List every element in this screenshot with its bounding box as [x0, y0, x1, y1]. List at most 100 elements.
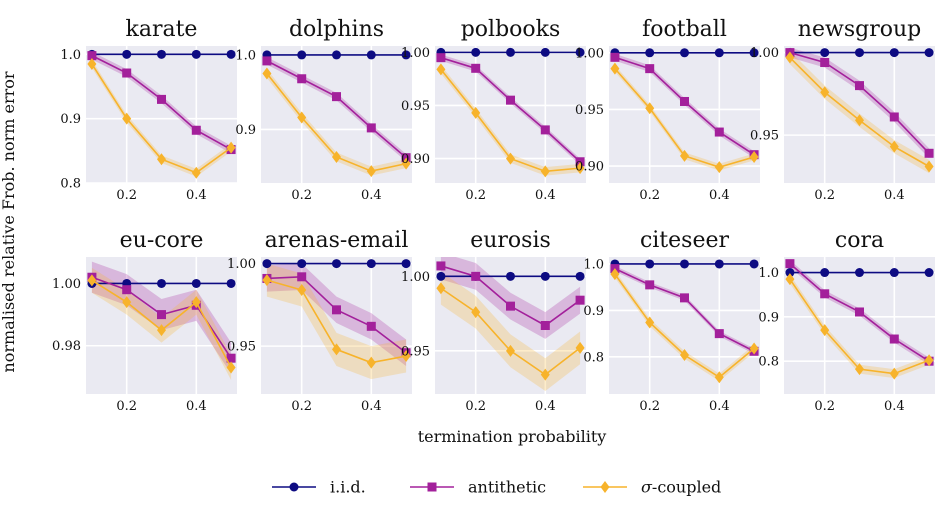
- y-tick-label: 1.00: [750, 46, 779, 61]
- point-coupled: [191, 296, 201, 309]
- y-tick-label: 0.95: [401, 99, 430, 114]
- band-coupled: [91, 267, 232, 380]
- x-tick-label: 0.4: [884, 188, 905, 203]
- point-antithetic: [262, 56, 272, 66]
- y-tick-label: 1.0: [583, 257, 604, 272]
- point-i-i-d: [332, 259, 341, 269]
- point-antithetic: [157, 310, 166, 320]
- panel-eu-core: 0.2 0.4 1.00 0.98 eu-core: [52, 228, 237, 414]
- point-antithetic: [680, 96, 689, 106]
- panel-title: eurosis: [470, 228, 551, 253]
- band-coupled: [614, 65, 755, 171]
- point-coupled: [889, 140, 899, 153]
- y-tick-label: 0.9: [235, 123, 256, 138]
- point-i-i-d: [749, 48, 759, 58]
- x-tick-label: 0.2: [814, 399, 835, 414]
- point-antithetic: [297, 74, 307, 84]
- x-tick-label: 0.2: [814, 188, 835, 203]
- x-tick-label: 0.4: [884, 399, 905, 414]
- x-tick-label: 0.4: [709, 188, 730, 203]
- y-tick-label: 0.90: [575, 160, 604, 175]
- point-antithetic: [226, 353, 236, 363]
- band-coupled: [789, 274, 930, 379]
- point-antithetic: [471, 63, 481, 73]
- panel-title: arenas-email: [265, 228, 409, 253]
- x-tick-label: 0.4: [361, 188, 382, 203]
- point-antithetic: [714, 127, 724, 137]
- point-coupled: [506, 344, 515, 357]
- y-tick-label: 0.8: [60, 177, 81, 192]
- panel-polbooks: 0.2 0.4 1.00 0.95 0.90 polbooks: [401, 17, 586, 203]
- point-i-i-d: [506, 47, 515, 57]
- legend-marker-antithetic: [427, 482, 437, 492]
- y-tick-label: 1.0: [235, 48, 256, 63]
- point-coupled: [645, 102, 655, 115]
- panel-title: eu-core: [120, 228, 204, 253]
- point-antithetic: [645, 280, 655, 290]
- panel-football: 0.2 0.4 1.00 0.95 0.90 football: [575, 17, 760, 203]
- point-coupled: [401, 157, 411, 170]
- point-i-i-d: [575, 271, 585, 281]
- panel-dolphins: 0.2 0.4 1.0 0.9 dolphins: [235, 17, 412, 203]
- point-antithetic: [680, 293, 689, 303]
- point-i-i-d: [820, 268, 830, 278]
- y-tick-label: 0.98: [52, 339, 81, 354]
- point-coupled: [506, 152, 515, 165]
- point-i-i-d: [680, 259, 689, 269]
- point-antithetic: [610, 52, 620, 62]
- point-coupled: [122, 112, 132, 125]
- point-coupled: [157, 153, 166, 166]
- y-tick-label: 0.9: [758, 310, 779, 325]
- y-tick-label: 1.00: [52, 277, 81, 292]
- point-coupled: [332, 150, 341, 163]
- x-tick-label: 0.2: [116, 188, 137, 203]
- y-tick-label: 1.00: [227, 257, 256, 272]
- point-i-i-d: [332, 50, 341, 60]
- legend-label: σ-coupled: [641, 478, 721, 497]
- x-tick-label: 0.4: [361, 399, 382, 414]
- point-antithetic: [889, 334, 899, 344]
- point-i-i-d: [785, 268, 795, 278]
- y-tick-label: 0.9: [583, 304, 604, 319]
- x-tick-label: 0.2: [291, 188, 312, 203]
- point-antithetic: [87, 51, 97, 61]
- panel-newsgroup: 0.2 0.4 1.00 0.95 newsgroup: [750, 17, 935, 203]
- point-antithetic: [471, 271, 481, 281]
- point-i-i-d: [540, 47, 550, 57]
- panel-title: newsgroup: [798, 17, 921, 42]
- point-antithetic: [436, 261, 446, 271]
- point-coupled: [680, 149, 689, 162]
- point-antithetic: [191, 125, 201, 135]
- point-coupled: [575, 162, 585, 175]
- point-i-i-d: [366, 259, 376, 269]
- point-i-i-d: [889, 48, 899, 58]
- point-antithetic: [332, 305, 341, 315]
- point-coupled: [540, 165, 550, 178]
- point-coupled: [610, 268, 620, 281]
- point-i-i-d: [297, 50, 307, 60]
- point-i-i-d: [436, 271, 446, 281]
- point-coupled: [262, 274, 272, 287]
- x-axis-label: termination probability: [418, 427, 607, 446]
- point-i-i-d: [157, 278, 166, 288]
- x-tick-label: 0.4: [186, 188, 207, 203]
- point-coupled: [87, 58, 97, 71]
- point-antithetic: [855, 81, 864, 91]
- panel-title: cora: [835, 228, 884, 253]
- point-coupled: [262, 67, 272, 80]
- point-coupled: [226, 141, 236, 154]
- y-tick-label: 0.90: [401, 152, 430, 167]
- plot-area: [610, 48, 759, 174]
- point-i-i-d: [401, 50, 411, 60]
- point-antithetic: [366, 321, 376, 331]
- point-antithetic: [575, 295, 585, 305]
- x-tick-label: 0.4: [535, 399, 556, 414]
- point-coupled: [714, 371, 724, 384]
- plot-area: [262, 50, 411, 178]
- point-coupled: [820, 86, 830, 99]
- legend-item-coupled: σ-coupled: [583, 478, 721, 497]
- point-coupled: [157, 324, 166, 337]
- point-i-i-d: [924, 48, 934, 58]
- point-antithetic: [714, 329, 724, 339]
- point-antithetic: [332, 92, 341, 102]
